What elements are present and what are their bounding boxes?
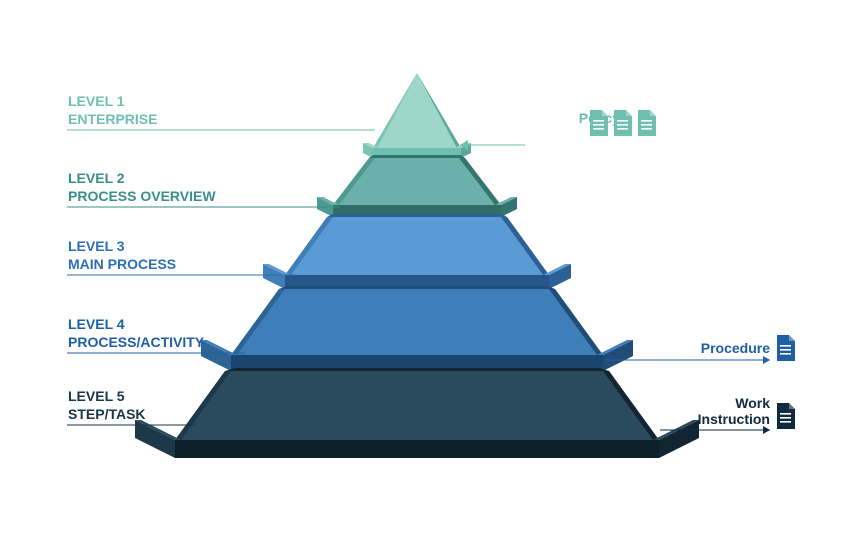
document-icon: [775, 335, 795, 366]
label-line2: STEP/TASK: [68, 406, 146, 424]
level5-right-label: WorkInstruction: [680, 395, 770, 427]
label-line2: PROCESS/ACTIVITY: [68, 334, 204, 352]
label-line1: LEVEL 5: [68, 388, 146, 406]
document-icon: [612, 110, 632, 141]
label-line2: ENTERPRISE: [68, 111, 157, 129]
label-line2: MAIN PROCESS: [68, 256, 176, 274]
level1-doc-icons: [588, 110, 656, 141]
right-label-text: Work: [680, 395, 770, 411]
right-label-text: Instruction: [680, 411, 770, 427]
level2-label: LEVEL 2PROCESS OVERVIEW: [68, 170, 216, 205]
label-line1: LEVEL 1: [68, 93, 157, 111]
level4-label: LEVEL 4PROCESS/ACTIVITY: [68, 316, 204, 351]
level5-label: LEVEL 5STEP/TASK: [68, 388, 146, 423]
document-icon: [636, 110, 656, 141]
level3-label: LEVEL 3MAIN PROCESS: [68, 238, 176, 273]
level5-doc-icons: [775, 403, 795, 434]
label-line1: LEVEL 3: [68, 238, 176, 256]
level4-right-label: Procedure: [680, 340, 770, 356]
level4-doc-icons: [775, 335, 795, 366]
level1-label: LEVEL 1ENTERPRISE: [68, 93, 157, 128]
label-line2: PROCESS OVERVIEW: [68, 188, 216, 206]
label-line1: LEVEL 4: [68, 316, 204, 334]
document-icon: [588, 110, 608, 141]
right-label-text: Procedure: [680, 340, 770, 356]
label-line1: LEVEL 2: [68, 170, 216, 188]
document-icon: [775, 403, 795, 434]
